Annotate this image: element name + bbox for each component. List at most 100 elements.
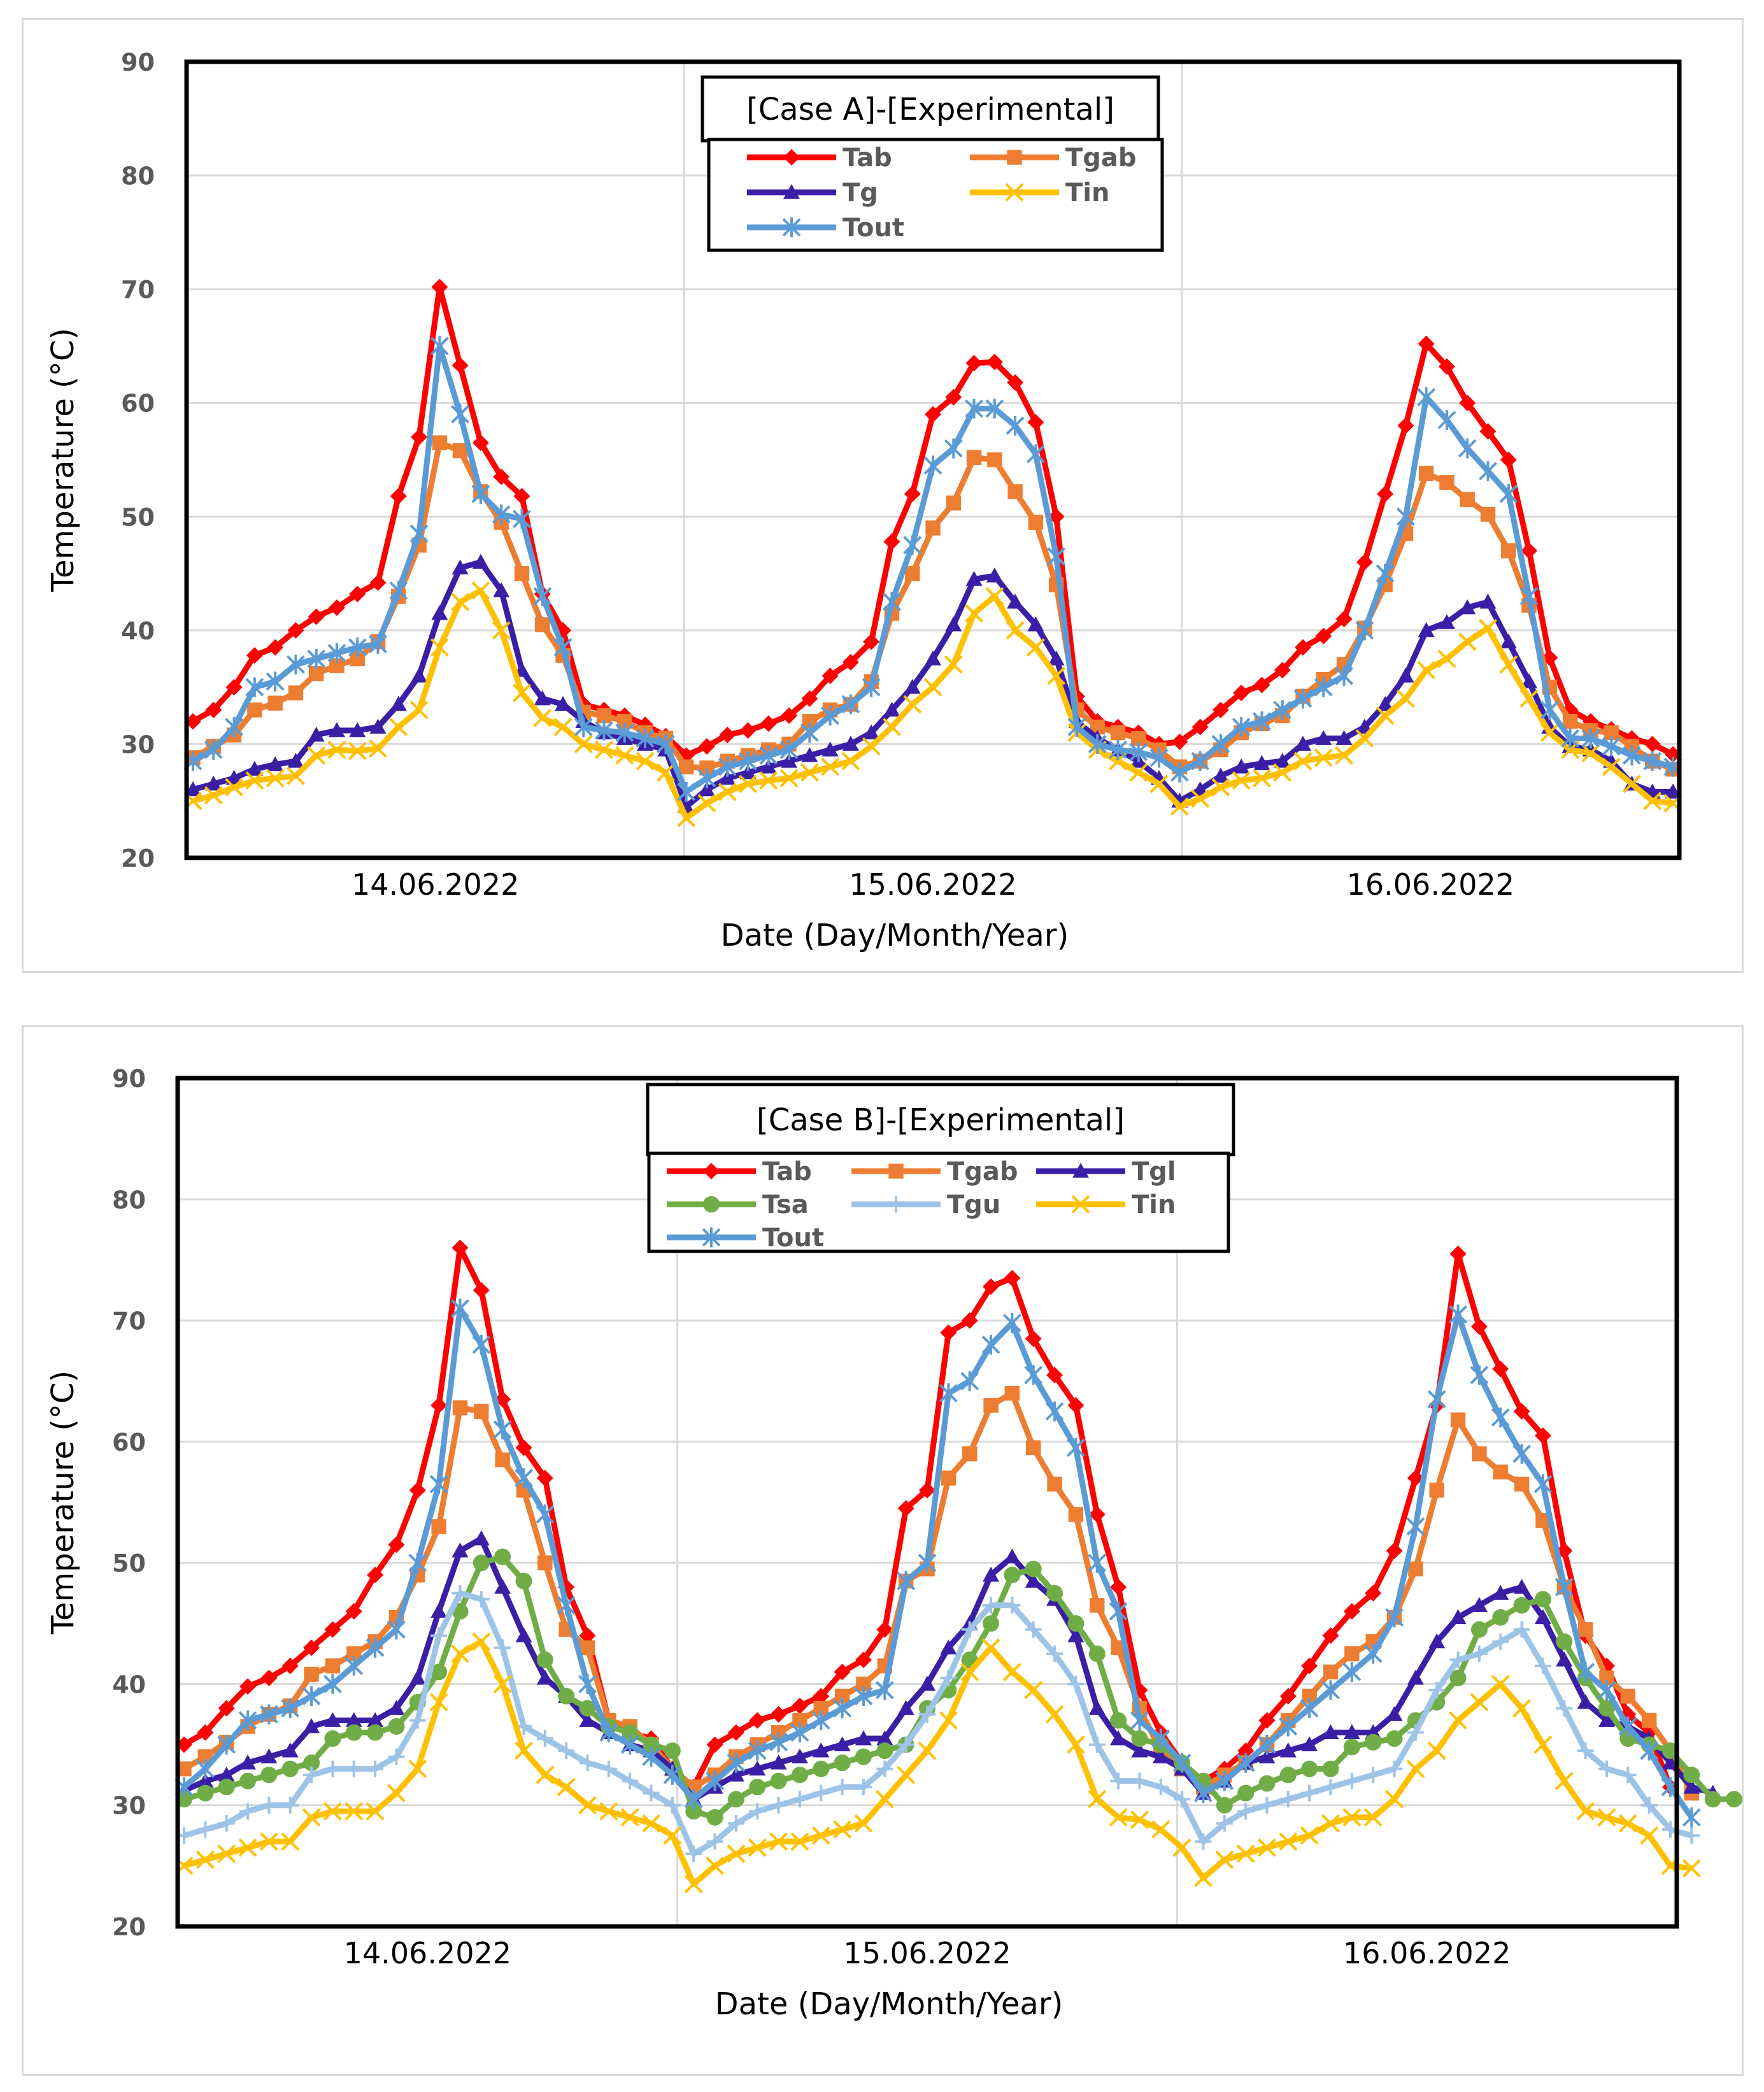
data-point [1131,1742,1148,1758]
data-point [1110,1730,1127,1746]
legend-entry-tgab: Tgab [970,143,1137,173]
data-point [615,722,634,743]
data-point [345,1724,362,1741]
data-point [883,701,900,717]
y-tick-label: 40 [121,617,155,645]
data-point [286,654,305,675]
data-point [1682,1859,1701,1878]
data-point [1556,1633,1573,1650]
data-point [1232,717,1251,737]
data-point [769,1832,788,1851]
data-point [1418,335,1435,352]
data-point [536,1651,553,1669]
data-point [239,1754,257,1770]
data-point [239,1678,257,1695]
data-point [533,708,552,727]
data-point [1300,1698,1319,1719]
data-point [1479,618,1497,637]
legend-entry-tg: Tg [747,178,878,208]
data-point [1323,1664,1339,1680]
data-point [578,1674,597,1695]
data-point [946,495,961,511]
y-tick-label: 80 [112,1186,146,1214]
series-tgl [176,1530,1721,1806]
data-point [918,1553,937,1573]
data-point [329,658,345,673]
data-point [1344,1646,1360,1662]
data-point [1090,719,1105,735]
legend-entry-tin: Tin [1036,1190,1176,1220]
data-point [883,533,900,550]
data-point [388,1536,405,1553]
data-point [324,1730,341,1747]
data-point [1149,774,1169,793]
legend-label: Tab [843,143,892,173]
data-point [260,1669,278,1686]
data-point [1499,655,1518,674]
data-point [1172,1838,1191,1857]
data-point [1151,1820,1170,1839]
data-point [727,1767,744,1782]
data-point [1534,1591,1551,1608]
data-point [555,695,571,711]
data-point [919,1481,935,1498]
data-point [1429,1483,1444,1498]
x-axis-title: Date (Day/Month/Year) [721,918,1069,953]
data-point [1581,744,1600,763]
data-point [1480,507,1496,522]
data-point [1170,797,1189,816]
data-point [218,1779,235,1796]
data-point [811,1826,830,1845]
data-point [940,1324,957,1341]
data-point [260,1767,278,1784]
data-point [1047,666,1066,685]
data-point [813,1688,830,1705]
data-point [536,1669,553,1685]
data-point [574,717,593,737]
data-point [656,734,675,755]
data-point [965,399,983,419]
series-tout [183,336,1682,802]
data-point [409,523,429,544]
data-point [1479,461,1497,481]
data-point [1048,650,1065,665]
data-point [1026,638,1045,657]
data-point [513,683,531,702]
data-point [1047,1476,1062,1492]
data-point [367,1724,384,1741]
data-point [1215,1771,1234,1791]
data-point [1512,1444,1532,1464]
data-point [842,653,859,671]
data-point [1386,1730,1403,1747]
data-point [451,404,470,425]
data-point [876,1742,893,1760]
data-point [811,1710,830,1731]
data-point [770,1772,787,1790]
data-point [1279,1716,1298,1737]
data-point [1643,751,1662,771]
data-point [1131,730,1146,746]
data-point [513,488,530,505]
data-point [245,677,264,697]
data-point [1643,792,1662,811]
data-point [1534,1657,1551,1674]
legend-marker [782,217,801,238]
data-point [389,580,408,601]
data-point [553,637,573,658]
data-point [727,1724,744,1741]
data-point [345,1760,362,1777]
data-point [855,1779,872,1796]
data-point [390,695,407,711]
data-point [1343,1772,1360,1790]
data-point [430,1627,448,1644]
data-point [218,1815,235,1832]
data-point [615,746,634,765]
data-point [1581,728,1600,749]
data-point [409,1669,426,1685]
data-point [494,1639,511,1656]
data-point [1191,789,1210,808]
data-point [821,706,840,726]
data-point [1492,1360,1509,1377]
data-point [1533,1474,1553,1495]
data-point [1026,1440,1041,1456]
